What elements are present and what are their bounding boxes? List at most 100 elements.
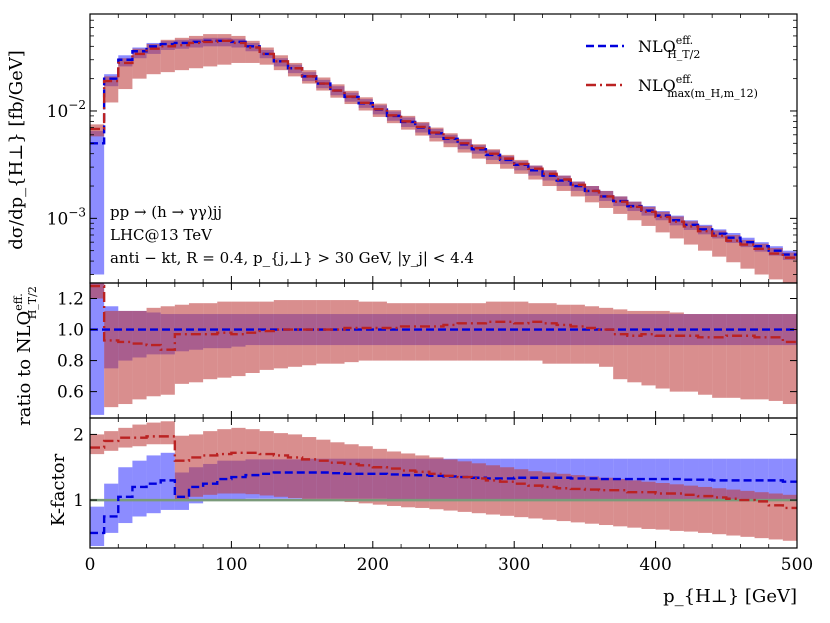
band-middle-s1-bin6 — [174, 304, 189, 384]
band-bottom-s1-bin6 — [174, 435, 189, 501]
band-bottom-s1-bin49 — [782, 494, 797, 541]
band-bottom-s1-bin27 — [471, 463, 486, 514]
band-bottom-s0-bin2 — [118, 467, 133, 524]
band-bottom-s1-bin15 — [302, 437, 317, 500]
series-line-bottom-s1 — [90, 435, 797, 510]
top-ylabel: dσ/dp_{H⊥} [fb/GeV] — [6, 50, 27, 250]
band-bottom-s1-bin30 — [514, 469, 529, 518]
band-top-s1-bin11 — [245, 40, 260, 63]
annotation-collider: LHC@13 TeV — [110, 226, 213, 244]
band-middle-s1-bin14 — [287, 300, 303, 367]
ytick-label-top: 10−3 — [47, 205, 86, 229]
band-bottom-s1-bin36 — [599, 477, 614, 526]
band-middle-s1-bin21 — [386, 303, 402, 361]
band-middle-s1-bin8 — [203, 303, 218, 380]
band-bottom-s1-bin25 — [443, 459, 458, 511]
xtick-label: 200 — [357, 555, 389, 575]
band-middle-s1-bin3 — [132, 310, 147, 400]
plot-area-middle — [90, 283, 797, 415]
band-bottom-s1-bin46 — [740, 490, 755, 537]
band-bottom-s1-bin24 — [429, 457, 444, 510]
band-middle-s1-bin26 — [457, 303, 472, 361]
band-middle-s1-bin29 — [500, 301, 515, 361]
band-top-s1-bin9 — [217, 34, 232, 65]
band-bottom-s1-bin44 — [712, 488, 727, 535]
band-top-s1-bin41 — [669, 216, 684, 239]
band-middle-s1-bin15 — [302, 300, 317, 366]
band-top-s0-bin0 — [90, 131, 105, 275]
band-top-s1-bin2 — [118, 58, 133, 90]
overlay: pp → (h → γγ)jj LHC@13 TeV anti − kt, R … — [6, 34, 797, 607]
band-bottom-s1-bin47 — [754, 492, 769, 539]
band-middle-s1-bin40 — [655, 310, 670, 389]
band-bottom-s0-bin3 — [132, 460, 147, 517]
band-bottom-s0-bin1 — [104, 483, 119, 533]
band-top-s1-bin1 — [104, 76, 119, 103]
band-middle-s1-bin13 — [273, 300, 288, 369]
band-bottom-s1-bin19 — [358, 446, 373, 504]
band-bottom-s1-bin20 — [372, 448, 387, 505]
band-top-s1-bin29 — [500, 154, 515, 169]
band-bottom-s1-bin10 — [231, 427, 246, 494]
band-bottom-s1-bin26 — [457, 461, 472, 512]
xtick-label: 400 — [639, 555, 671, 575]
band-bottom-s1-bin11 — [245, 429, 260, 495]
annotation-cuts: anti − kt, R = 0.4, p_{j,⊥} > 30 GeV, |y… — [110, 249, 474, 267]
band-bottom-s1-bin31 — [528, 471, 543, 519]
band-middle-s1-bin18 — [344, 300, 359, 363]
band-middle-s1-bin31 — [528, 303, 543, 361]
xtick-label: 300 — [498, 555, 530, 575]
band-bottom-s1-bin5 — [160, 421, 175, 445]
band-middle-s1-bin30 — [514, 301, 529, 361]
panels: 10−3 10−2 0.6 0.8 1.0 1.2 0 100 200 300 400 500 1 2 — [47, 13, 813, 575]
band-middle-s1-bin37 — [613, 309, 628, 380]
band-top-s1-bin42 — [683, 221, 699, 245]
xtick-label: 500 — [781, 555, 813, 575]
band-top-s1-bin49 — [782, 252, 797, 283]
band-top-s1-bin5 — [160, 39, 175, 73]
band-middle-s1-bin34 — [570, 304, 585, 364]
panel-bottom: 0 100 200 300 400 500 1 2 — [73, 417, 813, 575]
band-top-s1-bin25 — [443, 133, 458, 148]
panel-middle: 0.6 0.8 1.0 1.2 — [57, 282, 798, 419]
legend-label-ht2: NLOeff. H_T/2 — [638, 34, 700, 61]
band-bottom-s1-bin8 — [203, 431, 218, 495]
band-top-s1-bin0 — [90, 124, 105, 137]
band-top-s1-bin47 — [754, 243, 769, 275]
band-middle-s1-bin35 — [584, 306, 600, 364]
ratio-ylabel: ratio to NLOeff.H_T/2 — [12, 286, 39, 426]
band-middle-s1-bin11 — [245, 301, 260, 373]
band-bottom-s1-bin43 — [698, 486, 713, 533]
band-bottom-s1-bin33 — [556, 473, 571, 522]
band-bottom-s1-bin37 — [613, 479, 628, 527]
panel-top: 10−3 10−2 — [47, 13, 798, 284]
band-middle-s1-bin44 — [712, 314, 727, 398]
band-bottom-s1-bin39 — [641, 481, 656, 529]
band-middle-s1-bin41 — [669, 312, 684, 392]
band-top-s1-bin6 — [174, 37, 189, 71]
band-top-s1-bin28 — [485, 149, 501, 165]
band-top-s1-bin45 — [726, 234, 741, 263]
band-top-s1-bin22 — [401, 115, 416, 130]
band-middle-s1-bin42 — [683, 314, 699, 392]
band-bottom-s1-bin9 — [217, 429, 232, 494]
band-middle-s1-bin47 — [754, 314, 769, 400]
band-top-s1-bin38 — [627, 201, 642, 221]
band-bottom-s1-bin13 — [273, 433, 288, 497]
band-top-s1-bin48 — [768, 247, 783, 280]
series-line-middle-s1 — [90, 284, 797, 351]
band-top-s1-bin44 — [712, 230, 727, 257]
band-middle-s1-bin32 — [542, 303, 557, 364]
kfactor-ylabel: K-factor — [48, 453, 69, 526]
band-middle-s1-bin33 — [556, 304, 571, 364]
band-top-s1-bin27 — [471, 144, 486, 159]
band-bottom-s0-bin0 — [90, 506, 105, 547]
band-bottom-s1-bin42 — [683, 485, 699, 532]
band-bottom-s1-bin7 — [188, 434, 204, 497]
band-top-s1-bin14 — [287, 62, 303, 77]
ytick-label-top: 10−2 — [47, 98, 86, 122]
band-middle-s1-bin48 — [768, 314, 783, 401]
band-bottom-s1-bin21 — [386, 451, 402, 506]
band-middle-s1-bin49 — [782, 314, 797, 405]
